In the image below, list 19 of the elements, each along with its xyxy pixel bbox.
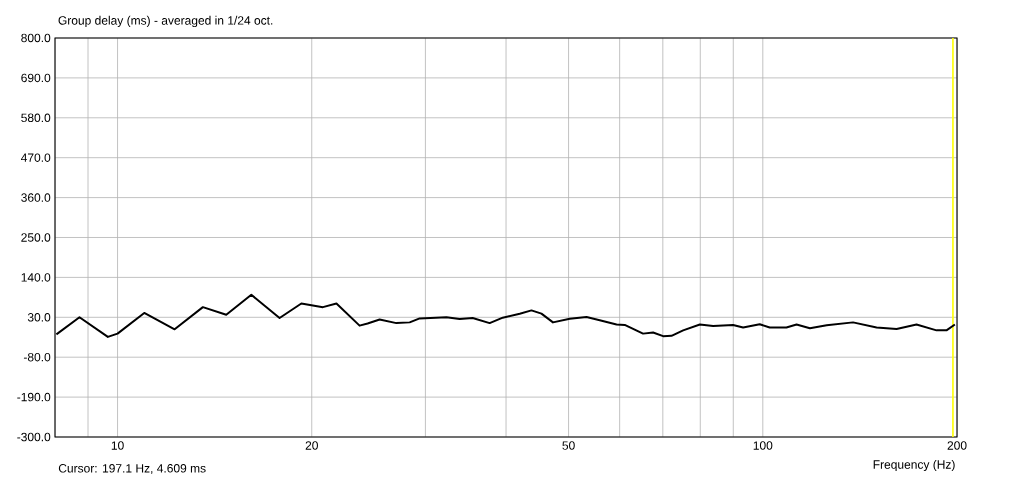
x-tick-label: 10 xyxy=(111,441,124,450)
x-tick-label: 200 xyxy=(947,441,967,450)
y-tick-label: 800.0 xyxy=(21,33,51,43)
y-tick-label: 30.0 xyxy=(27,313,51,322)
y-tick-label: 140.0 xyxy=(21,273,51,282)
chart-title: Group delay (ms) - averaged in 1/24 oct. xyxy=(58,15,273,28)
x-tick-label: 20 xyxy=(305,441,318,450)
x-axis-title: Frequency (Hz) xyxy=(873,459,955,472)
x-tick-label: 50 xyxy=(562,441,575,450)
y-tick-label: 360.0 xyxy=(21,193,51,202)
y-tick-label: -190.0 xyxy=(17,392,51,402)
y-tick-label: 690.0 xyxy=(21,73,51,83)
y-tick-label: -80.0 xyxy=(23,352,51,362)
text: Cursor: 197.1 Hz, 4.609 ms xyxy=(58,464,206,474)
y-tick-label: 250.0 xyxy=(21,233,51,242)
y-tick-label: -300.0 xyxy=(17,432,51,442)
y-tick-label: 470.0 xyxy=(20,153,51,162)
y-tick-label: 580.0 xyxy=(21,113,51,123)
x-tick-label: 100 xyxy=(753,441,773,450)
